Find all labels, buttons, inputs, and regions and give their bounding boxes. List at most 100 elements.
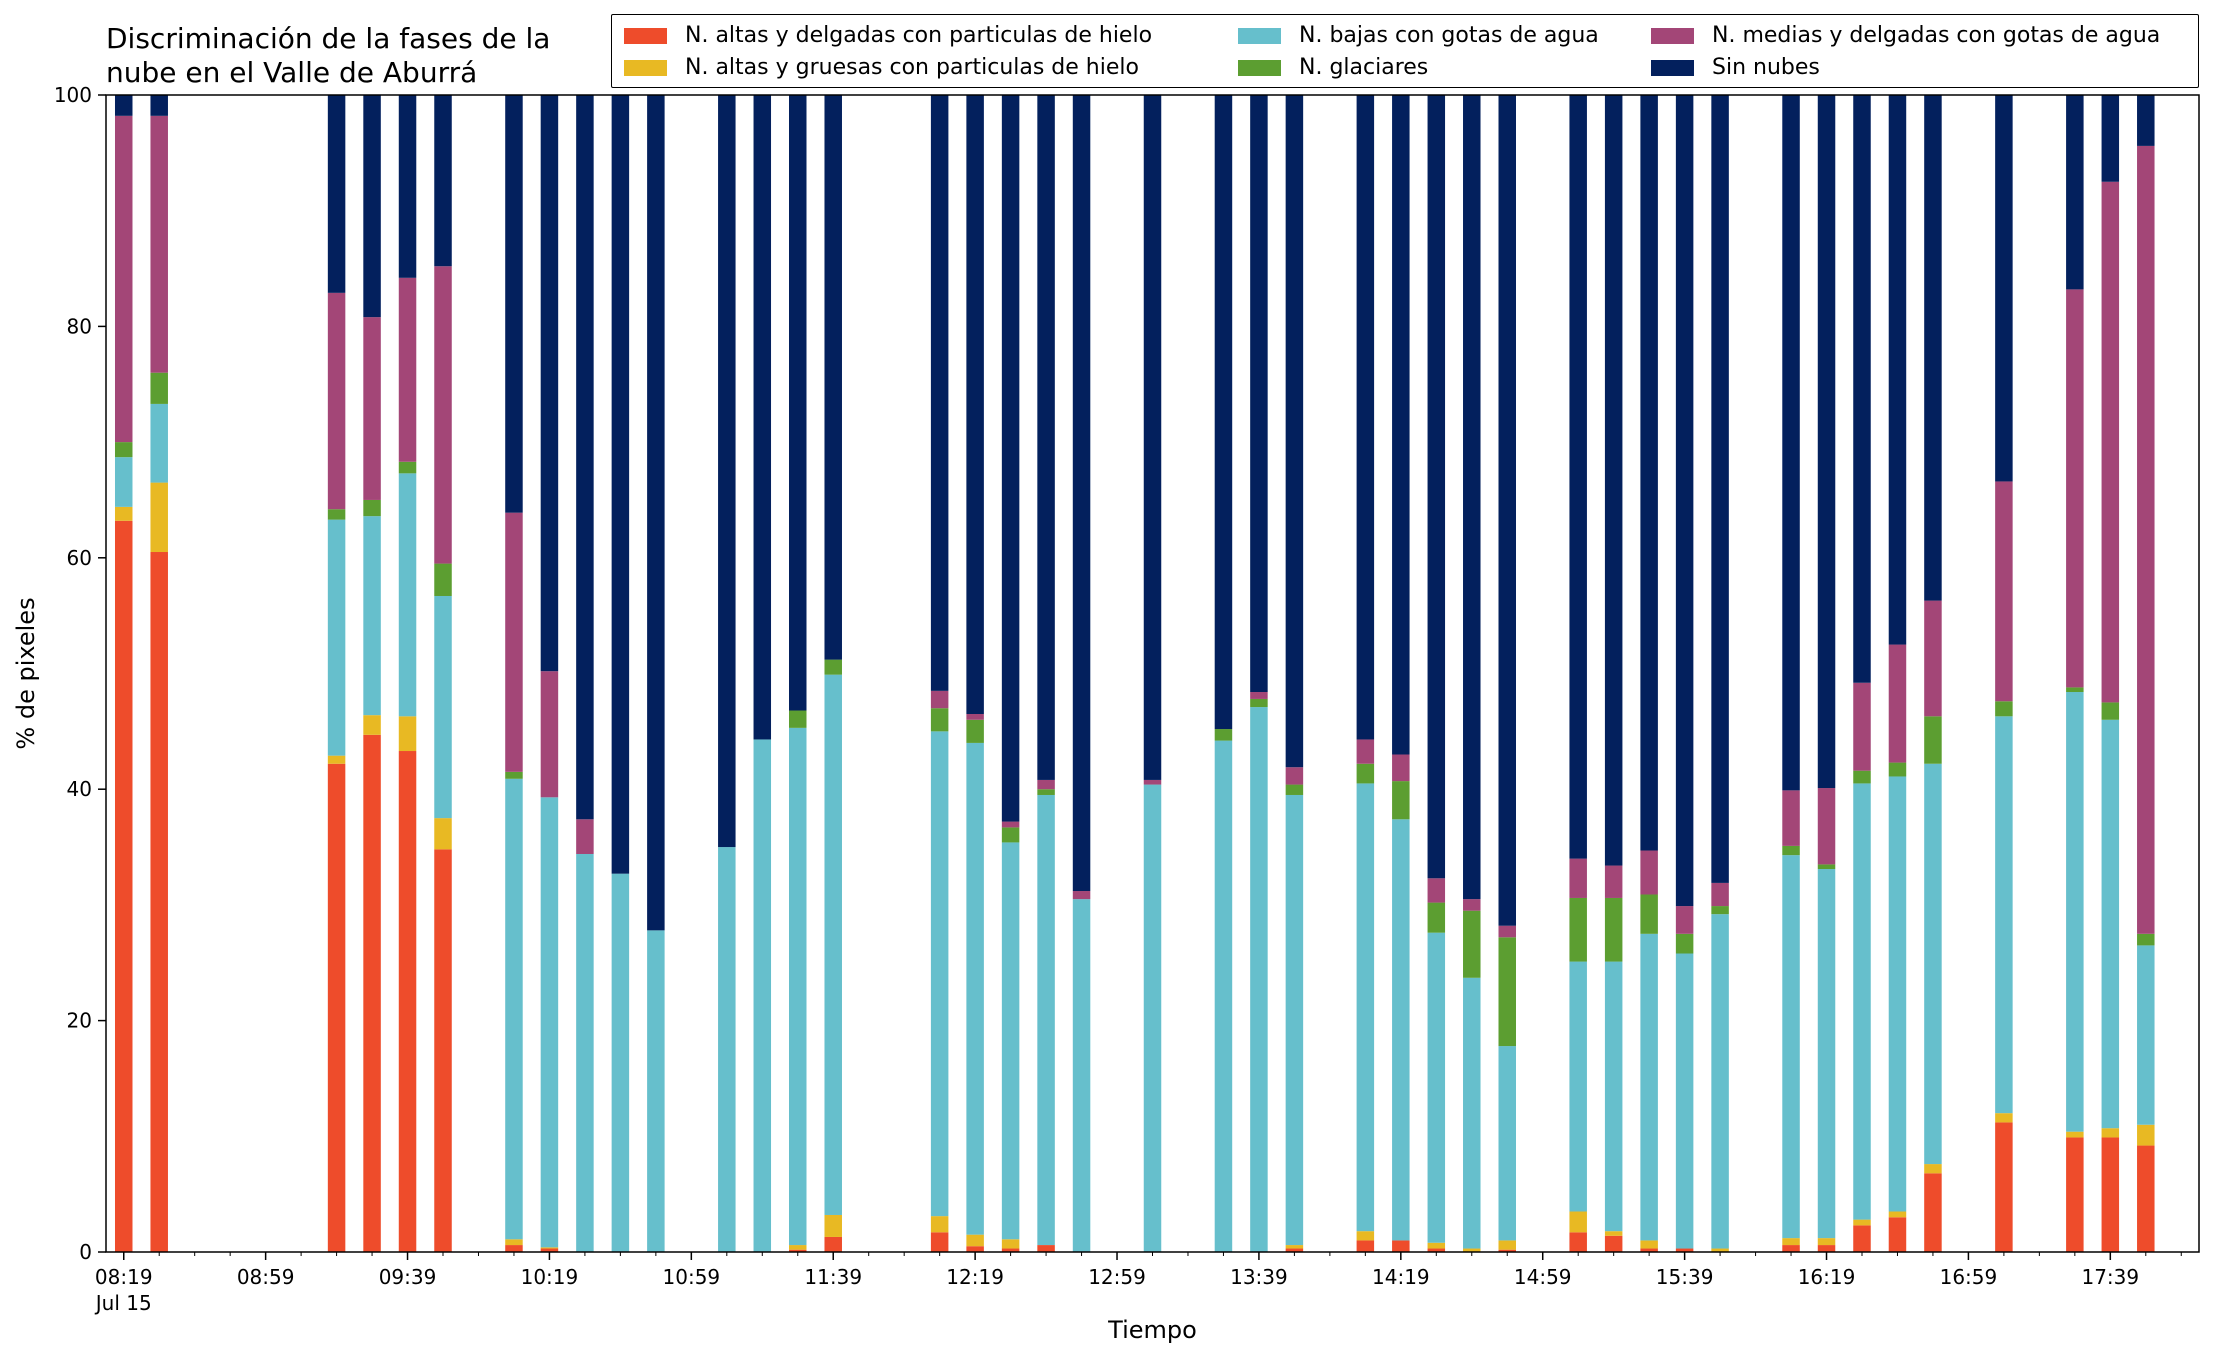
bar-segment-1729-s5 xyxy=(2066,95,2084,290)
y-tick-label: 100 xyxy=(54,83,92,107)
bar-segment-1509-s2 xyxy=(1569,961,1587,1212)
bar-segment-1249-s5 xyxy=(1072,95,1091,892)
bar-segment-1549-s5 xyxy=(1711,95,1729,883)
bar-segment-1529-s0 xyxy=(1640,1248,1658,1252)
bar-segment-1009-s4 xyxy=(505,512,523,772)
bar-segment-1729-s4 xyxy=(2066,289,2084,688)
bar-segment-1229-s0 xyxy=(1001,1248,1020,1252)
bar-segment-1629-s5 xyxy=(1853,95,1871,683)
bar-segment-1649-s1 xyxy=(1924,1164,1942,1174)
bar-segment-1749-s2 xyxy=(2137,945,2155,1125)
bar-segment-1729-s2 xyxy=(2066,692,2084,1132)
y-tick-label: 60 xyxy=(67,546,92,570)
bar-segment-1749-s5 xyxy=(2137,95,2155,146)
legend-label: N. altas y gruesas con particulas de hie… xyxy=(685,55,1139,80)
bar-segment-0949-s2 xyxy=(434,595,452,819)
bar-segment-1739-s0 xyxy=(2101,1137,2120,1252)
bar-segment-1519-s1 xyxy=(1604,1231,1623,1236)
bar-segment-1349-s5 xyxy=(1285,95,1304,768)
bar-segment-0919-s1 xyxy=(327,755,346,764)
bar-segment-0929-s4 xyxy=(363,317,381,500)
bar-segment-0829-s4 xyxy=(150,115,168,373)
bar-segment-1029-s2 xyxy=(576,853,594,1252)
bar-segment-0929-s1 xyxy=(363,715,381,735)
x-tick-label: 11:39 xyxy=(804,1265,862,1289)
bar-segment-1229-s1 xyxy=(1001,1239,1020,1249)
bar-segment-1229-s2 xyxy=(1001,842,1020,1240)
bar-segment-0919-s3 xyxy=(327,509,346,520)
bar-segment-1629-s1 xyxy=(1853,1219,1871,1226)
x-axis: 08:19 08:59 09:39 10:19 10:59 11:39 12:19 12:59… xyxy=(94,1252,2182,1315)
x-tick-label: 09:39 xyxy=(379,1265,437,1289)
bar-segment-1009-s5 xyxy=(505,95,523,513)
bar-segment-1129-s1 xyxy=(789,1245,807,1250)
bar-segment-1139-s3 xyxy=(824,659,842,675)
bar-segment-1439-s3 xyxy=(1463,910,1481,978)
bar-segment-1349-s3 xyxy=(1285,784,1304,795)
bar-segment-1419-s0 xyxy=(1392,1240,1410,1252)
x-tick-label: 10:59 xyxy=(663,1265,721,1289)
bar-segment-1129-s3 xyxy=(789,710,807,728)
legend: N. altas y delgadas con particulas de hi… xyxy=(611,14,2199,88)
bar-segment-0819-s0 xyxy=(114,520,133,1252)
bar-segment-1709-s4 xyxy=(1995,481,2013,702)
bar-segment-1229-s3 xyxy=(1001,827,1020,843)
bar-segment-1409-s2 xyxy=(1356,783,1375,1232)
bar-segment-1039-s5 xyxy=(611,95,630,874)
bar-segment-1209-s0 xyxy=(930,1232,949,1252)
x-axis-label: Tiempo xyxy=(1107,1316,1197,1344)
bar-segment-1339-s3 xyxy=(1250,698,1268,708)
bar-segment-1449-s1 xyxy=(1498,1240,1516,1250)
bar-segment-1239-s2 xyxy=(1037,794,1055,1246)
bar-segment-1119-s5 xyxy=(753,95,772,740)
bar-segment-1239-s5 xyxy=(1037,95,1055,780)
bar-segment-1709-s1 xyxy=(1995,1113,2013,1123)
chart-title: Discriminación de la fases de la nube en… xyxy=(106,22,666,90)
bar-segment-1309-s5 xyxy=(1143,95,1162,780)
y-tick-label: 0 xyxy=(79,1240,92,1264)
bar-segment-1509-s4 xyxy=(1569,858,1587,898)
bar-segment-1329-s5 xyxy=(1214,95,1233,730)
legend-swatch xyxy=(1651,59,1694,76)
bar-segment-1649-s3 xyxy=(1924,716,1942,764)
bar-segment-1649-s0 xyxy=(1924,1173,1942,1252)
bar-segment-0949-s3 xyxy=(434,563,452,596)
bar-segment-1139-s1 xyxy=(824,1214,842,1237)
bars-layer xyxy=(114,95,2155,1252)
bar-segment-1419-s2 xyxy=(1392,819,1410,1241)
bar-segment-1539-s5 xyxy=(1675,95,1694,907)
bar-segment-1749-s0 xyxy=(2137,1145,2155,1252)
bar-segment-1619-s3 xyxy=(1817,864,1836,870)
bar-segment-1419-s3 xyxy=(1392,781,1410,820)
bar-segment-1409-s3 xyxy=(1356,763,1375,784)
bar-segment-0819-s4 xyxy=(114,115,133,443)
legend-label: N. altas y delgadas con particulas de hi… xyxy=(685,23,1153,48)
bar-segment-1749-s4 xyxy=(2137,145,2155,934)
bar-segment-1609-s1 xyxy=(1782,1238,1800,1246)
bar-segment-1639-s0 xyxy=(1888,1217,1907,1252)
bar-segment-1539-s3 xyxy=(1675,933,1694,954)
chart-title-line-1: Discriminación de la fases de la xyxy=(106,22,551,55)
bar-segment-1619-s5 xyxy=(1817,95,1836,789)
bar-segment-1049-s5 xyxy=(647,95,665,931)
bar-segment-1609-s3 xyxy=(1782,845,1800,856)
bar-segment-1129-s5 xyxy=(789,95,807,711)
bar-segment-1419-s4 xyxy=(1392,754,1410,782)
bar-segment-1029-s4 xyxy=(576,819,594,854)
bar-segment-1349-s4 xyxy=(1285,767,1304,785)
bar-segment-1029-s5 xyxy=(576,95,594,820)
bar-segment-1439-s1 xyxy=(1463,1248,1481,1252)
legend-label: Sin nubes xyxy=(1712,55,1820,80)
bar-segment-1609-s2 xyxy=(1782,855,1800,1239)
bar-segment-1519-s0 xyxy=(1604,1235,1623,1252)
bar-segment-1439-s4 xyxy=(1463,899,1481,911)
bar-segment-0919-s4 xyxy=(327,292,346,510)
bar-segment-1549-s1 xyxy=(1711,1248,1729,1252)
bar-segment-1209-s1 xyxy=(930,1216,949,1233)
bar-segment-1409-s0 xyxy=(1356,1240,1375,1252)
bar-segment-1619-s2 xyxy=(1817,869,1836,1239)
bar-segment-1649-s2 xyxy=(1924,763,1942,1165)
bar-segment-1349-s1 xyxy=(1285,1245,1304,1249)
bar-segment-0819-s2 xyxy=(114,457,133,507)
legend-label: N. medias y delgadas con gotas de agua xyxy=(1712,23,2161,48)
